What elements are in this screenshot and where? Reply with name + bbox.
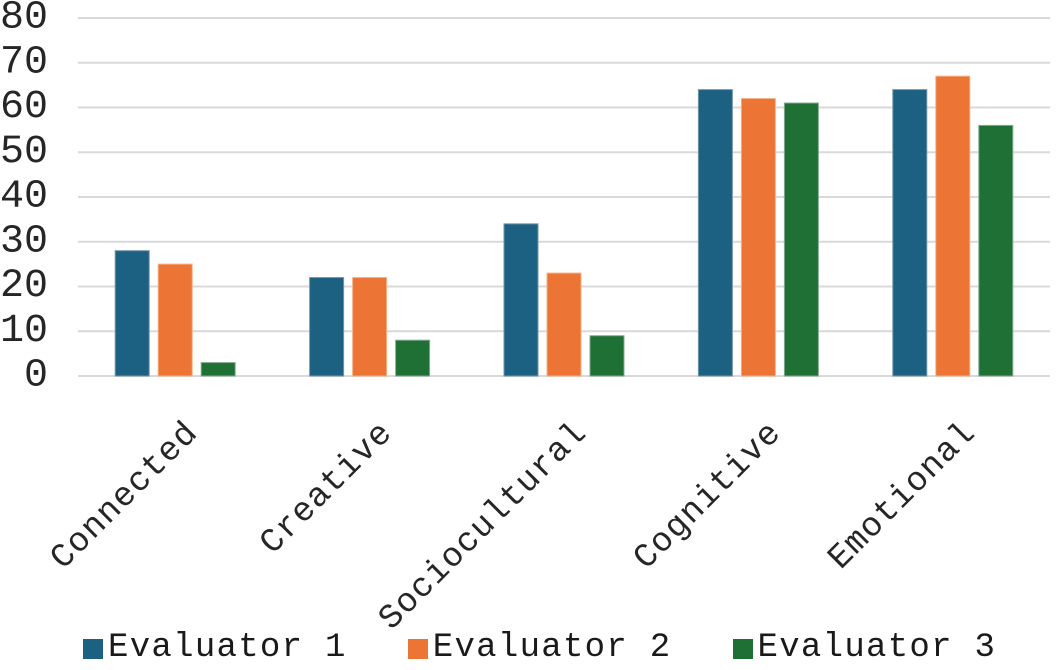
legend-item-evaluator-3: Evaluator 3	[732, 629, 997, 667]
y-axis-tick-label: 20	[0, 264, 48, 309]
bar-evaluator-3-creative	[395, 339, 431, 377]
legend-item-evaluator-2: Evaluator 2	[407, 629, 672, 667]
bar-evaluator-3-emotional	[978, 124, 1014, 377]
bar-evaluator-1-cognitive	[697, 89, 733, 377]
bar-evaluator-3-connected	[200, 362, 236, 377]
chart-legend: Evaluator 1 Evaluator 2 Evaluator 3	[83, 631, 996, 665]
y-axis-tick-label: 60	[0, 85, 48, 130]
bar-evaluator-3-cognitive	[783, 102, 819, 377]
bar-evaluator-2-sociocultural	[546, 272, 582, 377]
x-axis-category-label: Emotional	[821, 415, 984, 578]
bar-evaluator-2-emotional	[935, 75, 971, 377]
legend-label-evaluator-2: Evaluator 2	[432, 629, 672, 667]
bar-evaluator-2-connected	[157, 263, 193, 377]
bar-evaluator-1-emotional	[892, 89, 928, 377]
bar-evaluator-3-sociocultural	[589, 335, 625, 377]
y-axis-tick-label: 50	[0, 130, 48, 175]
x-axis-category-label: Connected	[44, 415, 207, 578]
bar-evaluator-2-cognitive	[740, 98, 776, 377]
bar-evaluator-1-connected	[114, 250, 150, 377]
bar-evaluator-1-creative	[309, 277, 345, 377]
y-axis-tick-label: 70	[0, 40, 48, 85]
y-axis-tick-label: 30	[0, 219, 48, 264]
x-axis-category-label: Sociocultural	[372, 415, 596, 639]
legend-swatch-evaluator-3	[732, 639, 753, 659]
x-axis-category-label: Creative	[253, 415, 401, 563]
bar-evaluator-2-creative	[352, 277, 388, 377]
y-axis-tick-label: 40	[0, 175, 48, 220]
legend-swatch-evaluator-1	[83, 639, 103, 659]
legend-swatch-evaluator-2	[407, 639, 428, 659]
y-axis-tick-label: 0	[24, 354, 48, 399]
y-axis-tick-label: 80	[0, 0, 48, 41]
legend-item-evaluator-1: Evaluator 1	[83, 631, 347, 665]
legend-label-evaluator-3: Evaluator 3	[757, 629, 997, 667]
legend-label-evaluator-1: Evaluator 1	[108, 629, 347, 667]
y-axis-tick-label: 10	[0, 309, 48, 354]
bar-evaluator-1-sociocultural	[503, 223, 539, 377]
x-axis-category-label: Cognitive	[627, 415, 790, 578]
